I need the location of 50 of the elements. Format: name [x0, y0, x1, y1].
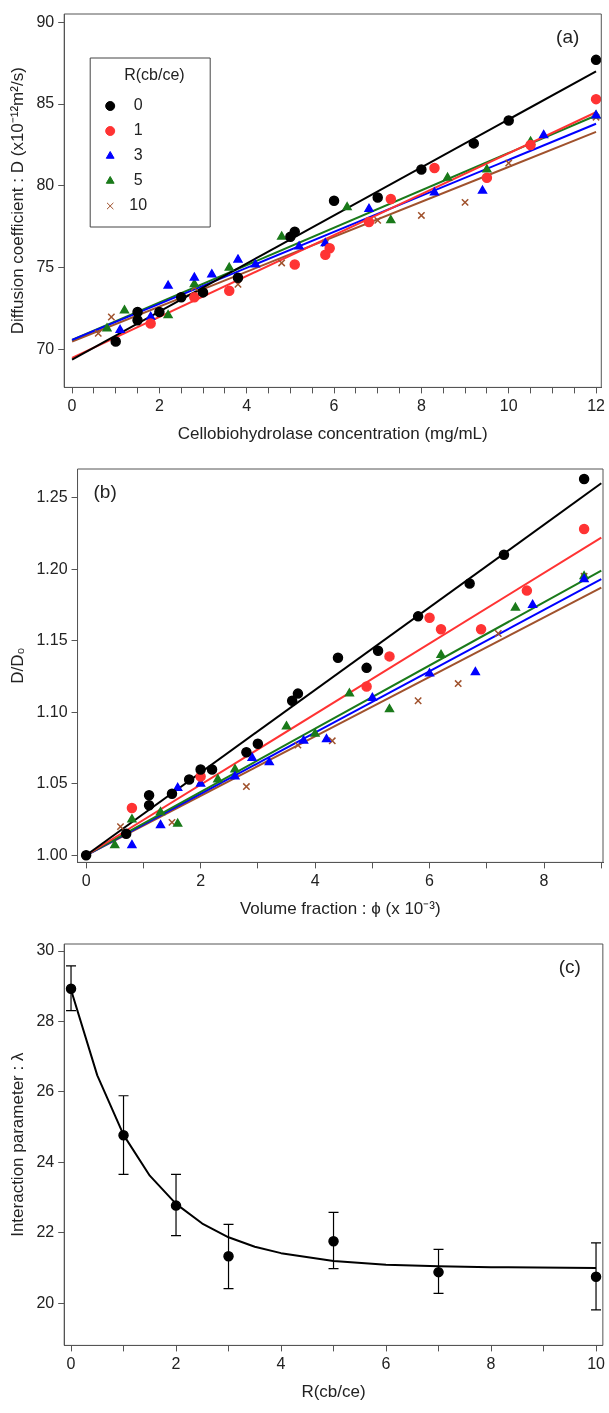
x-tick-label: 0 [67, 397, 77, 415]
x-tick-label: 2 [154, 397, 164, 415]
y-tick-label: 28 [36, 1011, 55, 1029]
x-tick-label: 8 [416, 397, 426, 415]
x-tick-label: 6 [425, 872, 435, 890]
x-tick-label: 2 [196, 872, 206, 890]
legend-label: 0 [133, 96, 143, 114]
y-tick-label: 20 [36, 1293, 55, 1311]
y-tick-label: 30 [36, 941, 55, 959]
y-tick-label: 1.15 [36, 631, 68, 649]
y-tick-label: 1.20 [36, 559, 68, 577]
x-axis-title: R(cb/ce) [301, 1382, 366, 1402]
annotation: (a) [556, 25, 580, 47]
y-axis-title: Interaction parameter : λ [7, 1052, 27, 1237]
legend-label: 10 [129, 196, 148, 214]
legend-label: 5 [133, 171, 143, 189]
y-axis-title: Diffusion coefficient : D (x10⁻¹²m²/s) [7, 67, 27, 335]
y-tick-label: 24 [36, 1152, 55, 1170]
x-tick-label: 2 [171, 1355, 181, 1373]
x-tick-label: 8 [539, 872, 549, 890]
legend-label: 3 [133, 146, 143, 164]
y-axis-title: D/D₀ [7, 647, 27, 684]
y-tick-label: 22 [36, 1223, 55, 1241]
x-tick-label: 4 [310, 872, 320, 890]
legend-label: 1 [133, 121, 143, 139]
x-tick-label: 12 [587, 397, 606, 415]
y-tick-label: 90 [36, 12, 55, 30]
y-tick-label: 1.05 [36, 774, 68, 792]
y-tick-label: 85 [36, 94, 55, 112]
y-tick-label: 75 [36, 258, 55, 276]
y-tick-label: 70 [36, 340, 55, 358]
x-tick-label: 6 [381, 1355, 391, 1373]
x-tick-label: 0 [81, 872, 91, 890]
y-tick-label: 1.00 [36, 845, 68, 863]
x-tick-label: 4 [242, 397, 252, 415]
x-tick-label: 4 [276, 1355, 286, 1373]
x-tick-label: 6 [329, 397, 339, 415]
x-tick-label: 8 [486, 1355, 496, 1373]
x-tick-label: 0 [66, 1355, 76, 1373]
legend-title: R(cb/ce) [124, 66, 185, 84]
x-tick-label: 10 [587, 1355, 606, 1373]
y-tick-label: 1.10 [36, 702, 68, 720]
x-axis-title: Volume fraction : ϕ (x 10⁻³) [239, 899, 441, 919]
y-tick-label: 80 [36, 176, 55, 194]
y-tick-label: 26 [36, 1082, 55, 1100]
x-tick-label: 10 [499, 397, 518, 415]
annotation: (b) [93, 480, 117, 502]
y-tick-label: 1.25 [36, 488, 68, 506]
annotation: (c) [558, 955, 581, 977]
x-axis-title: Cellobiohydrolase concentration (mg/mL) [177, 424, 488, 444]
